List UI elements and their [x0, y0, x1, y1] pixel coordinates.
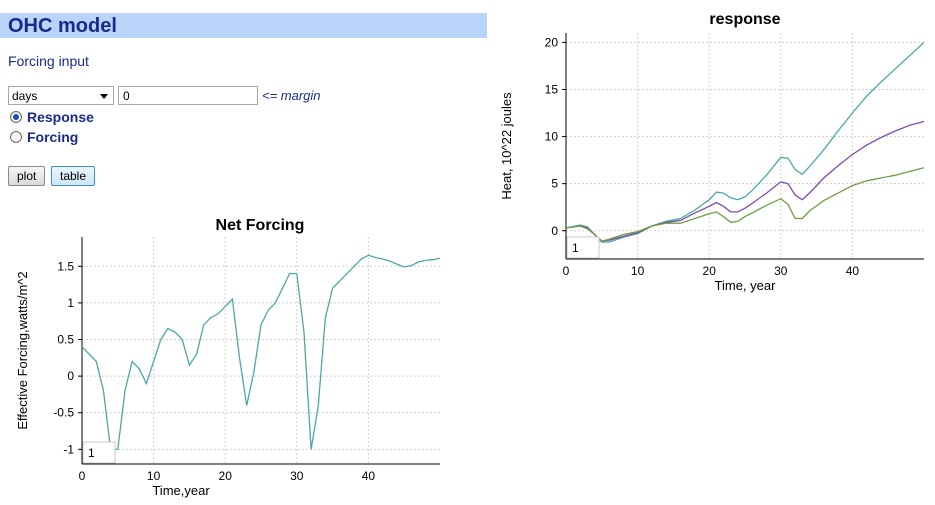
y-tick-label: 0.5 [57, 333, 74, 347]
y-tick-label: 1.5 [57, 259, 74, 273]
chart-title: response [709, 11, 780, 28]
units-select[interactable]: days [8, 86, 114, 105]
x-tick-label: 10 [631, 264, 645, 278]
page-title: OHC model [8, 15, 117, 37]
page-box-label: 1 [572, 241, 579, 255]
x-tick-label: 0 [79, 469, 86, 483]
y-tick-label: 0 [551, 224, 558, 238]
margin-note: <= margin [262, 88, 321, 103]
plot-button[interactable]: plot [8, 166, 46, 186]
radio-response-dot[interactable] [10, 111, 22, 123]
chart-title: Net Forcing [216, 217, 305, 234]
x-axis-label: Time, year [715, 278, 777, 293]
series-line-0 [81, 254, 441, 451]
y-tick-label: 15 [545, 83, 559, 97]
forcing-input-label: Forcing input [8, 53, 89, 69]
x-tick-label: 10 [147, 469, 161, 483]
x-tick-label: 40 [846, 264, 860, 278]
radio-response[interactable]: Response [10, 109, 94, 125]
series-line-0 [565, 41, 925, 243]
x-tick-label: 20 [219, 469, 233, 483]
y-tick-label: 10 [545, 130, 559, 144]
x-axis-label: Time,year [152, 483, 210, 498]
x-tick-label: 40 [362, 469, 376, 483]
page-box-label: 1 [88, 446, 95, 460]
chart-0: 0 10 20 30 40 -1 -0.5 0 0.5 1 1.5 Net Forcing Time,y… [15, 217, 441, 498]
x-tick-label: 20 [703, 264, 717, 278]
margin-input[interactable] [118, 86, 258, 105]
radio-forcing-label: Forcing [27, 129, 79, 145]
y-axis-label: Effective Forcing,watts/m^2 [15, 271, 30, 429]
table-button[interactable]: table [51, 166, 96, 186]
radio-response-label: Response [27, 109, 94, 125]
page-box [566, 236, 600, 259]
y-tick-label: 20 [545, 35, 559, 49]
y-axis-label: Heat, 10^22 joules [499, 92, 514, 200]
x-tick-label: 30 [774, 264, 788, 278]
chevron-down-icon [100, 94, 108, 99]
series-line-2 [565, 167, 925, 242]
page-box [82, 441, 116, 464]
x-tick-label: 0 [563, 264, 570, 278]
title-bar: OHC model [0, 13, 487, 38]
radio-forcing-dot[interactable] [10, 131, 22, 143]
chart-1: 0 10 20 30 40 0 5 10 15 20 response Time, year Heat,… [499, 11, 925, 293]
units-select-value: days [12, 89, 38, 103]
x-tick-label: 30 [290, 469, 304, 483]
y-tick-label: 5 [551, 177, 558, 191]
y-tick-label: 0 [67, 369, 74, 383]
y-tick-label: -1 [63, 442, 74, 456]
y-tick-label: -0.5 [53, 406, 74, 420]
y-tick-label: 1 [67, 296, 74, 310]
radio-forcing[interactable]: Forcing [10, 129, 78, 145]
series-line-1 [565, 120, 925, 242]
